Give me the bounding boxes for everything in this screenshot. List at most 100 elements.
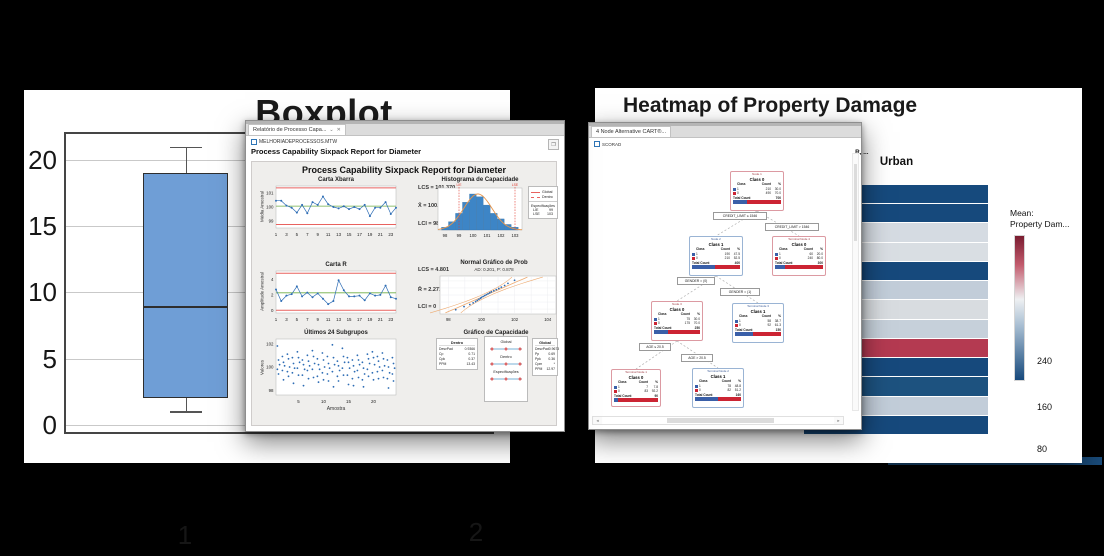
interval-plot <box>487 344 525 354</box>
chevron-down-icon[interactable]: ⌄ <box>329 127 334 133</box>
window-top-edge <box>589 123 861 126</box>
scrollbar-thumb[interactable] <box>666 418 774 423</box>
stat-row: Cp 0.71 <box>439 352 475 357</box>
svg-text:17: 17 <box>357 317 362 322</box>
scroll-right-icon[interactable]: ▸ <box>837 417 840 423</box>
class-color-swatch <box>775 252 778 256</box>
heatmap-title: Heatmap of Property Damage <box>623 94 918 117</box>
last24-title: Últimos 24 Subgrupos <box>304 330 368 336</box>
r-ucl-label: LCS = 4.801 <box>418 267 450 273</box>
class-color-swatch <box>654 322 657 326</box>
decision-tree: CREDIT_LIMIT ≤ 1546 CREDIT_LIMIT > 1546 GE… <box>589 149 855 415</box>
xbar-mean-label: X̄ = 100.060 <box>418 203 448 209</box>
hist-legend: Global Dentro Especificações LIE 99 LSE 10… <box>528 186 558 219</box>
tree-node-total: Total Count 700 <box>733 195 781 200</box>
class0-bar <box>784 265 823 270</box>
tree-split-label: CREDIT_LIMIT > 1546 <box>765 223 819 231</box>
tree-node-table-header: Class Count% <box>696 247 740 252</box>
svg-text:5: 5 <box>297 399 300 404</box>
worksheet-icon <box>594 141 600 147</box>
svg-text:4: 4 <box>271 277 274 282</box>
tree-node-class: Class 0 <box>791 241 807 247</box>
svg-text:15: 15 <box>346 399 351 404</box>
stat-row: DesvPad 0.9673 <box>535 347 560 351</box>
colorbar-gradient <box>1014 235 1025 381</box>
tree-node[interactable]: Node 2 Class 1 Class Count% 1 190 47.5 0 210 52.5… <box>689 236 743 276</box>
tree-node[interactable]: Node 1 Class 0 Class Count% 1 210 30.0 0 490 70.0… <box>730 171 784 211</box>
tree-node-class: Class 1 <box>708 241 724 247</box>
tree-node-class: Class 0 <box>749 176 765 182</box>
close-icon[interactable]: ✕ <box>336 127 341 133</box>
legend-lie-label: LIE <box>533 208 539 212</box>
tree-node-row: 0 82 51.2 <box>695 388 741 393</box>
svg-text:102: 102 <box>266 341 274 346</box>
scrollbar-track[interactable] <box>602 417 834 424</box>
class-color-swatch <box>695 384 698 388</box>
tree-node-total: Total Count 300 <box>775 260 823 265</box>
tree-node-header: Node 3 <box>672 302 682 306</box>
interval-label: Especificações <box>493 370 519 374</box>
window-top-edge <box>246 121 564 124</box>
boxplot-category-1-label: 1 <box>177 520 193 550</box>
tree-node-class: Class 0 <box>669 306 685 312</box>
vscrollbar-thumb[interactable] <box>854 164 857 242</box>
legend-lse-label: LSE <box>533 212 540 216</box>
vertical-scrollbar[interactable] <box>852 153 859 411</box>
tree-node-row: 0 83 92.2 <box>614 389 658 394</box>
class0-bar <box>747 200 781 205</box>
class-color-swatch <box>733 192 736 196</box>
lower-whisker <box>185 398 187 412</box>
svg-text:1: 1 <box>275 232 278 237</box>
boxplot-chart: 0 5 10 15 20 <box>24 90 510 463</box>
y-axis-tick-label: 10 <box>28 277 57 308</box>
sixpack-heading: Process Capability Sixpack Report for Di… <box>251 147 422 156</box>
scroll-left-icon[interactable]: ◂ <box>596 417 599 423</box>
stat-row: Cpk 0.37 <box>439 357 475 362</box>
interval-plots: Global Dentro Especificações <box>487 340 525 384</box>
svg-text:7: 7 <box>306 232 309 237</box>
svg-text:21: 21 <box>378 317 383 322</box>
capability-intervals: Global Dentro Especificações <box>484 336 528 402</box>
tree-node[interactable]: Terminal Node 2 Class 1 Class Count% 1 78 48.8… <box>692 368 744 408</box>
tree-node[interactable]: Terminal Node 3 Class 1 Class Count% 1 58 38.7… <box>732 303 784 343</box>
tree-split-label: AGE > 20.5 <box>681 354 713 362</box>
tree-node[interactable]: Terminal Node 1 Class 0 Class Count% 1 7 7.8 0 8… <box>611 369 661 407</box>
legend-lse-value: 103 <box>547 212 553 216</box>
legend-lie-value: 99 <box>549 208 553 212</box>
class0-bar <box>667 330 700 335</box>
tree-node-total: Total Count 160 <box>695 392 741 397</box>
xbar-ucl-label: LCS = 101.370 <box>418 185 456 191</box>
svg-text:9: 9 <box>317 317 320 322</box>
sixpack-worksheet-name: MELHORIADEPROCESSOS.MTW <box>259 139 338 145</box>
global-stats: DesvPad 0.9673 Pp 0.69 Ppk 0.36 Cpm * PPM 12.97 <box>535 347 560 373</box>
r-lcl-label: LCI = 0 <box>418 304 437 310</box>
panel-options-button[interactable]: ❐ <box>548 139 559 150</box>
tree-node[interactable]: Node 3 Class 0 Class Count% 1 75 30.0 0 175 70.0 T… <box>651 301 703 341</box>
tree-node-header: Terminal Node 4 <box>788 237 810 241</box>
colorbar-tick-160: 160 <box>1037 402 1053 412</box>
horizontal-scrollbar[interactable]: ◂ ▸ <box>592 416 844 425</box>
tree-node-row: 1 58 38.7 <box>735 319 781 323</box>
svg-text:2: 2 <box>271 292 274 297</box>
probplot-title: Normal Gráfico de Prob <box>460 260 528 266</box>
interval-label: Dentro <box>500 355 512 359</box>
cart-worksheet-line: SCORAD <box>589 138 861 148</box>
hist-chart: LIE LSE 98 99 100 101 102 103 <box>437 183 523 238</box>
tree-node-total: Total Count 250 <box>654 325 700 330</box>
class1-bar <box>733 200 748 205</box>
svg-text:101: 101 <box>266 191 274 196</box>
tree-node-header: Node 2 <box>711 237 721 241</box>
svg-text:103: 103 <box>512 233 520 238</box>
svg-text:100: 100 <box>470 233 478 238</box>
svg-text:LSE: LSE <box>512 183 519 187</box>
y-axis-tick-label: 0 <box>42 409 57 440</box>
tree-node[interactable]: Terminal Node 4 Class 0 Class Count% 1 60 20.0… <box>772 236 826 276</box>
cart-tab[interactable]: 4 Node Alternative CART®... <box>591 126 671 137</box>
class0-bar <box>752 332 781 337</box>
sixpack-tab[interactable]: Relatório de Processo Capa... ⌄ ✕ <box>248 124 346 135</box>
tree-split-label: GENDER = (0) <box>677 277 715 285</box>
heatmap-column-header: Urban <box>879 156 914 168</box>
tree-node-row: 1 78 48.8 <box>695 384 741 388</box>
svg-text:17: 17 <box>357 232 362 237</box>
tree-node-table-header: Class Count% <box>618 380 658 385</box>
